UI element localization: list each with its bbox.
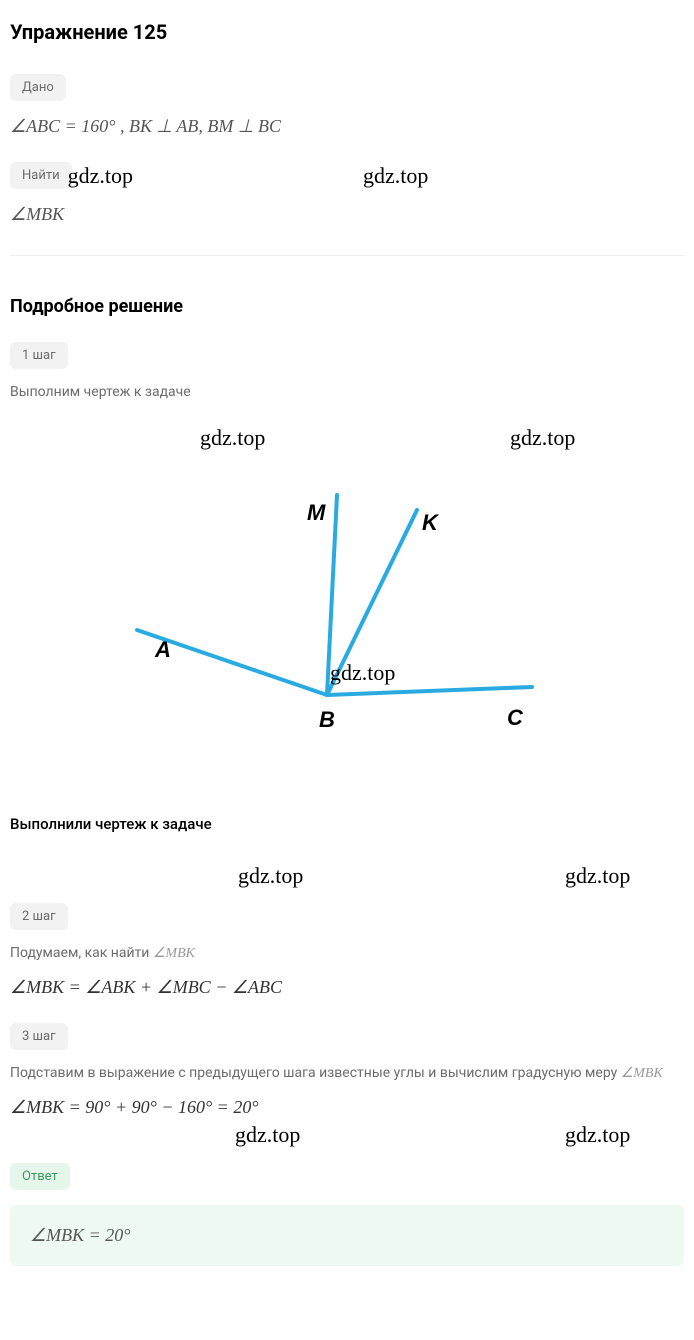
svg-text:A: A: [154, 637, 171, 662]
step3-formula: ∠MBK = 90° + 90° − 160° = 20°: [10, 1097, 684, 1118]
find-formula: ∠MBK: [10, 204, 684, 225]
step1-done-text: Выполнили чертеж к задаче: [10, 815, 684, 833]
watermark-text: gdz.top: [68, 163, 133, 189]
step3-badge: 3 шаг: [10, 1023, 68, 1050]
section-divider: [10, 255, 684, 256]
step3-prefix: Подставим в выражение с предыдущего шага…: [10, 1065, 621, 1081]
find-badge: Найти: [10, 162, 72, 189]
step1-text: Выполним чертеж к задаче: [10, 384, 684, 400]
watermark-text: gdz.top: [510, 425, 575, 451]
solution-title: Подробное решение: [10, 296, 684, 317]
step3-text: Подставим в выражение с предыдущего шага…: [10, 1065, 684, 1082]
step2-prefix: Подумаем, как найти: [10, 945, 153, 961]
watermark-text: gdz.top: [363, 163, 428, 189]
step2-angle: ∠MBK: [153, 946, 195, 961]
exercise-title: Упражнение 125: [10, 20, 684, 44]
step2-formula: ∠MBK = ∠ABK + ∠MBC − ∠ABC: [10, 977, 684, 998]
watermark-text: gdz.top: [200, 425, 265, 451]
given-formula: ∠ABC = 160° , BK ⊥ AB, BM ⊥ BC: [10, 116, 684, 137]
svg-text:C: C: [507, 705, 524, 730]
answer-box: ∠MBK = 20°: [10, 1205, 684, 1266]
svg-text:M: M: [307, 500, 326, 525]
step2-badge: 2 шаг: [10, 903, 68, 930]
watermark-text: gdz.top: [330, 660, 395, 686]
watermark-text: gdz.top: [565, 1122, 630, 1148]
angle-diagram: A M K C B: [10, 415, 684, 795]
svg-text:B: B: [319, 707, 335, 732]
svg-text:K: K: [422, 510, 440, 535]
step1-badge: 1 шаг: [10, 342, 68, 369]
step2-text: Подумаем, как найти ∠MBK: [10, 945, 684, 962]
watermark-text: gdz.top: [235, 1122, 300, 1148]
watermark-text: gdz.top: [238, 863, 303, 889]
watermark-text: gdz.top: [565, 863, 630, 889]
diagram-container: A M K C B gdz.top gdz.top gdz.top: [10, 415, 684, 795]
given-badge: Дано: [10, 74, 66, 101]
answer-badge: Ответ: [10, 1163, 70, 1190]
step3-angle: ∠MBK: [621, 1066, 663, 1081]
